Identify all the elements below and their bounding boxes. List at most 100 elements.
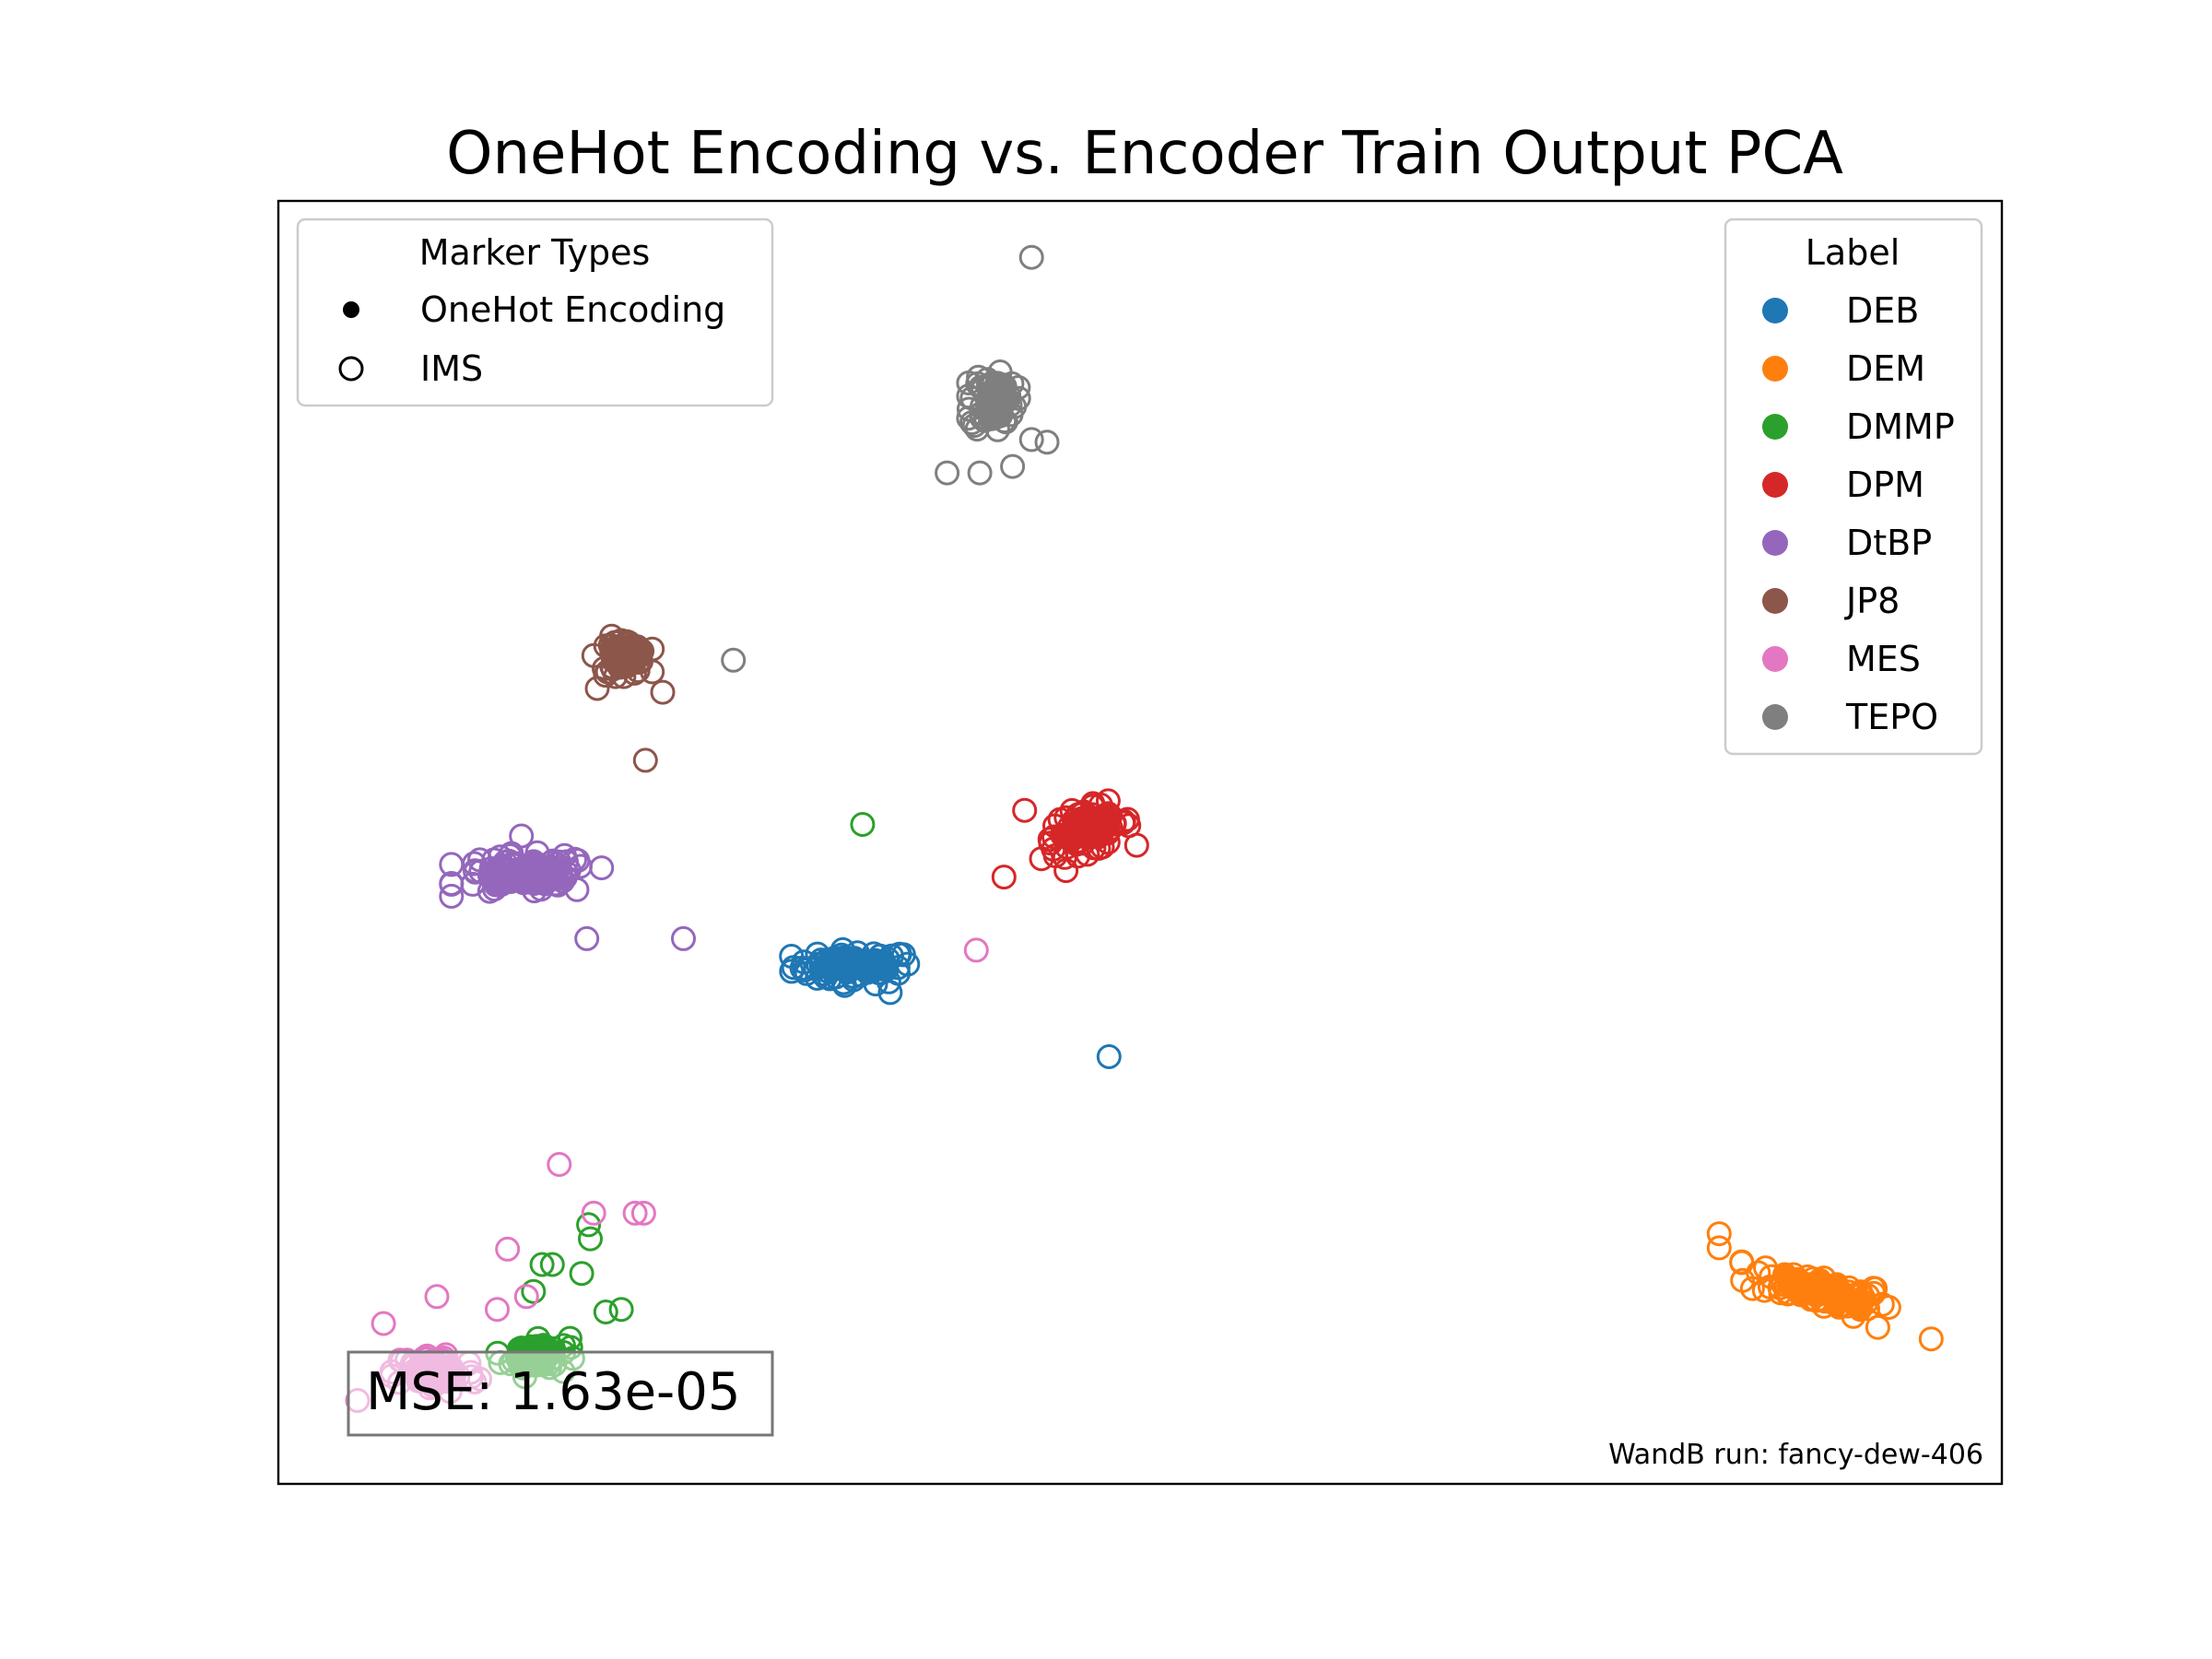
onehot-point-dem — [1790, 1273, 1815, 1297]
ims-point-tepo — [961, 413, 987, 439]
ims-outlier-dmmp — [569, 1261, 594, 1287]
marker-legend-label-ims: IMS — [420, 348, 483, 389]
ims-outlier-dmmp — [539, 1252, 565, 1277]
onehot-points-layer — [406, 371, 1873, 1396]
legend-label-dmmp: DMMP — [1846, 406, 1955, 447]
legend-label-dem: DEM — [1846, 348, 1925, 389]
ims-outlier-dpm — [991, 865, 1017, 890]
onehot-point-dtbp — [483, 873, 508, 898]
mse-annotation: MSE: 1.63e-05 — [347, 1350, 774, 1437]
ims-outlier-mes — [371, 1311, 396, 1336]
marker-legend-title: Marker Types — [419, 232, 651, 273]
marker-legend-label-onehot: OneHot Encoding — [420, 289, 725, 330]
onehot-point-deb — [848, 949, 873, 974]
ims-outlier-dem — [1918, 1326, 1944, 1352]
label-legend-box — [1724, 218, 1983, 756]
ims-outlier-jp8 — [632, 747, 658, 773]
legend-swatch-deb — [1762, 298, 1788, 324]
legend-swatch-jp8 — [1762, 588, 1788, 614]
mse-label: MSE: 1.63e-05 — [366, 1362, 741, 1422]
ims-point-dtbp — [462, 851, 488, 877]
ims-outlier-dmmp — [578, 1226, 603, 1252]
onehot-point-dtbp — [538, 860, 563, 885]
ims-outlier-tepo — [1000, 453, 1026, 479]
ims-outlier-tepo — [935, 460, 960, 486]
ims-outlier-dtbp — [509, 823, 535, 849]
ims-outlier-tepo — [1018, 427, 1044, 453]
legend-label-deb: DEB — [1846, 290, 1919, 331]
ims-outlier-dmmp — [521, 1278, 547, 1304]
legend-label-dtbp: DtBP — [1846, 523, 1932, 563]
onehot-point-dem — [1844, 1288, 1868, 1313]
legend-label-mes: MES — [1846, 639, 1921, 679]
ims-point-dpm — [1124, 832, 1149, 858]
ims-outlier-deb — [1096, 1044, 1122, 1069]
ims-point-dem — [1729, 1249, 1755, 1275]
ims-outlier-jp8 — [650, 679, 676, 705]
legend-label-tepo: TEPO — [1845, 697, 1938, 737]
ims-outlier-tepo — [1034, 429, 1060, 455]
ims-outlier-mes — [963, 937, 989, 963]
ims-outlier-dem — [1706, 1235, 1732, 1261]
onehot-point-dem — [1823, 1288, 1847, 1313]
ims-outlier-dtbp — [671, 925, 696, 951]
mse-box — [347, 1350, 774, 1437]
legend-swatch-dpm — [1762, 472, 1788, 498]
ims-outlier-mes — [424, 1284, 450, 1310]
ims-outlier-dtbp — [574, 925, 600, 951]
legend-label-jp8: JP8 — [1844, 581, 1900, 621]
ims-point-dmmp — [557, 1325, 582, 1351]
marker-legend-box — [296, 218, 774, 407]
ims-outlier-mes — [547, 1151, 572, 1177]
ims-point-deb — [781, 955, 806, 981]
ims-points-layer — [345, 244, 1944, 1413]
ims-outlier-dmmp — [850, 812, 876, 837]
legend-swatch-dtbp — [1762, 530, 1788, 556]
ims-point-dtbp — [589, 855, 615, 881]
ims-outlier-tepo — [967, 460, 993, 486]
onehot-point-dpm — [1064, 819, 1088, 844]
ims-outlier-dmmp — [608, 1297, 634, 1323]
onehot-point-tepo — [990, 395, 1015, 420]
label-legend-title: Label — [1806, 232, 1900, 273]
legend-swatch-dmmp — [1762, 414, 1788, 440]
legend-swatch-mes — [1762, 646, 1788, 672]
onehot-marker-swatch — [343, 301, 359, 318]
ims-outlier-mes — [513, 1284, 539, 1310]
legend-swatch-tepo — [1762, 704, 1788, 730]
onehot-point-deb — [822, 946, 847, 970]
onehot-point-tepo — [991, 372, 1016, 397]
ims-outlier-mes — [495, 1236, 521, 1262]
ims-outlier-dpm — [1012, 797, 1038, 823]
ims-outlier-dmmp — [593, 1300, 618, 1324]
ims-outlier-dmmp — [576, 1212, 602, 1238]
ims-outlier-deb — [877, 980, 903, 1006]
ims-outlier-mes — [581, 1200, 606, 1226]
ims-point-tepo — [964, 417, 990, 442]
onehot-point-jp8 — [621, 642, 646, 667]
legend-label-dpm: DPM — [1846, 465, 1924, 505]
ims-outlier-jp8 — [584, 676, 610, 701]
ims-point-deb — [779, 944, 805, 969]
chart-title: OneHot Encoding vs. Encoder Train Output… — [446, 120, 1843, 188]
ims-outlier-mes — [622, 1200, 648, 1226]
wandb-run-label: WandB run: fancy-dew-406 — [1608, 1439, 1983, 1471]
ims-outlier-dem — [1706, 1221, 1732, 1247]
ims-marker-swatch — [338, 356, 364, 382]
label-legend-items: DEB DEM DMMP DPM DtBP JP8 MES TEPO — [1762, 290, 1955, 737]
ims-outlier-tepo — [721, 647, 747, 673]
ims-outlier-dem — [1865, 1314, 1890, 1340]
ims-outlier-tepo — [1018, 244, 1044, 270]
ims-point-dem — [1730, 1267, 1756, 1293]
ims-outlier-dmmp — [529, 1252, 555, 1277]
ims-outlier-dpm — [1053, 858, 1079, 884]
marker-types-legend: Marker Types OneHot Encoding IMS — [296, 218, 774, 407]
ims-point-dtbp — [439, 883, 465, 909]
ims-point-tepo — [956, 371, 982, 395]
onehot-point-dpm — [1094, 804, 1119, 829]
label-legend: Label DEB DEM DMMP DPM DtBP JP8 MES TEPO — [1724, 218, 1983, 756]
ims-outlier-mes — [630, 1200, 656, 1226]
plot-area-frame — [276, 199, 2004, 1486]
legend-swatch-dem — [1762, 356, 1788, 382]
